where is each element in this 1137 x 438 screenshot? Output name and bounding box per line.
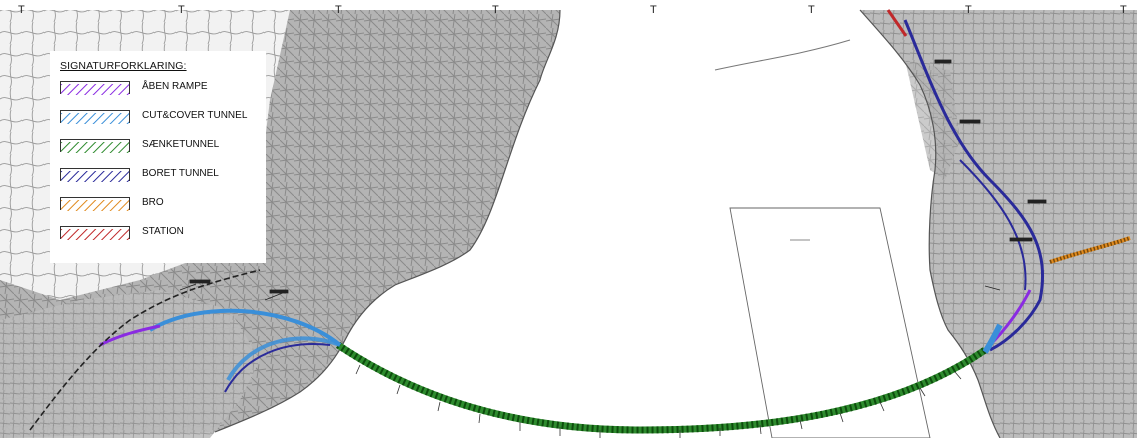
immersed-tunnel-hatch [338,345,985,430]
legend-label: STATION [142,226,184,237]
legend-label: BRO [142,197,164,208]
legend-item-open-ramp: ÅBEN RAMPE [60,81,266,97]
immersed-tunnel-route [338,345,985,430]
section-marker: T [650,4,657,16]
legend-swatch [60,139,130,152]
legend-item-immersed-tunnel: SÆNKETUNNEL [60,139,266,155]
legend-item-bored-tunnel: BORET TUNNEL [60,168,266,184]
section-marker: T [808,4,815,16]
legend-item-cut-cover-tunnel: CUT&COVER TUNNEL [60,110,266,126]
east-urban-area [860,10,1137,438]
section-marker: T [965,4,972,16]
legend-swatch [60,168,130,181]
legend-label: BORET TUNNEL [142,168,219,179]
legend-swatch [60,197,130,210]
offshore-area-boundary [730,208,930,438]
legend-swatch [60,110,130,123]
legend-label: ÅBEN RAMPE [142,81,208,92]
legend-item-station: STATION [60,226,266,242]
sea-boundary-line [715,40,850,70]
legend-swatch [60,81,130,94]
section-marker: T [178,4,185,16]
legend-swatch [60,226,130,239]
section-marker: T [18,4,25,16]
legend-item-bridge: BRO [60,197,266,213]
section-marker: T [335,4,342,16]
legend-label: SÆNKETUNNEL [142,139,219,150]
section-marker: T [492,4,499,16]
map-legend: SIGNATURFORKLARING: ÅBEN RAMPE CUT&COVER… [50,51,266,263]
legend-label: CUT&COVER TUNNEL [142,110,247,121]
section-marker: T [1120,4,1127,16]
legend-title: SIGNATURFORKLARING: [60,60,187,72]
